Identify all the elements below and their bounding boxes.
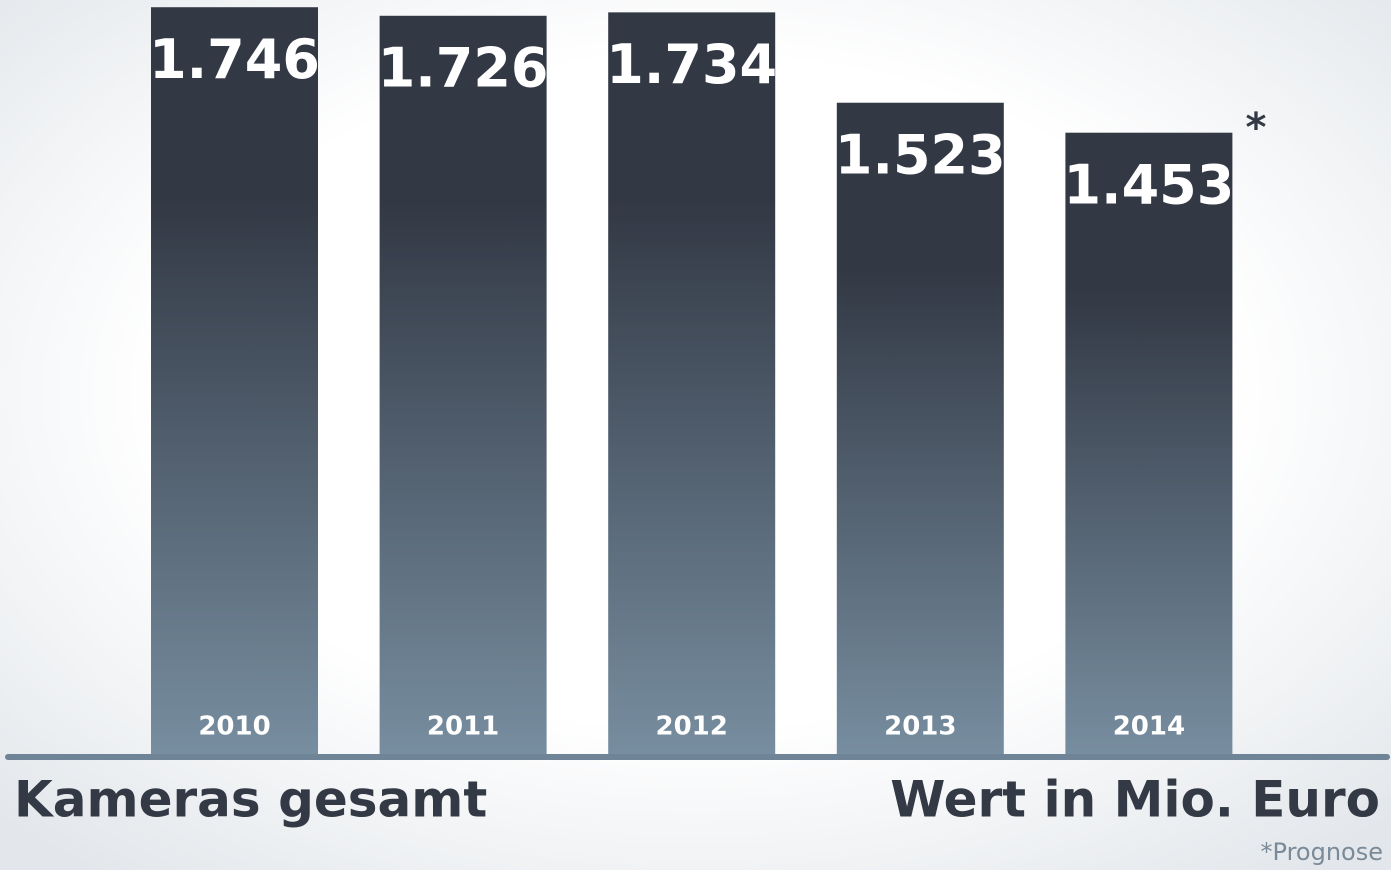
forecast-marker: * (1246, 105, 1267, 151)
bar (836, 102, 1004, 756)
bar (151, 7, 318, 756)
value-label: 1.453 (1063, 153, 1234, 216)
chart-label: Kameras gesamt (14, 771, 487, 829)
value-label: 1.726 (378, 36, 549, 99)
value-label: 1.734 (606, 33, 777, 96)
unit-label: Wert in Mio. Euro (890, 771, 1380, 829)
bar (608, 12, 776, 755)
x-tick-label: 2011 (427, 712, 499, 742)
value-label: 1.523 (835, 123, 1006, 186)
footnote: *Prognose (1261, 838, 1383, 866)
value-label: 1.746 (149, 28, 320, 91)
bar (1065, 132, 1233, 755)
x-tick-label: 2014 (1113, 712, 1185, 742)
x-tick-label: 2010 (198, 712, 270, 742)
bar (379, 15, 547, 755)
x-tick-label: 2012 (656, 712, 728, 742)
x-tick-label: 2013 (884, 712, 956, 742)
